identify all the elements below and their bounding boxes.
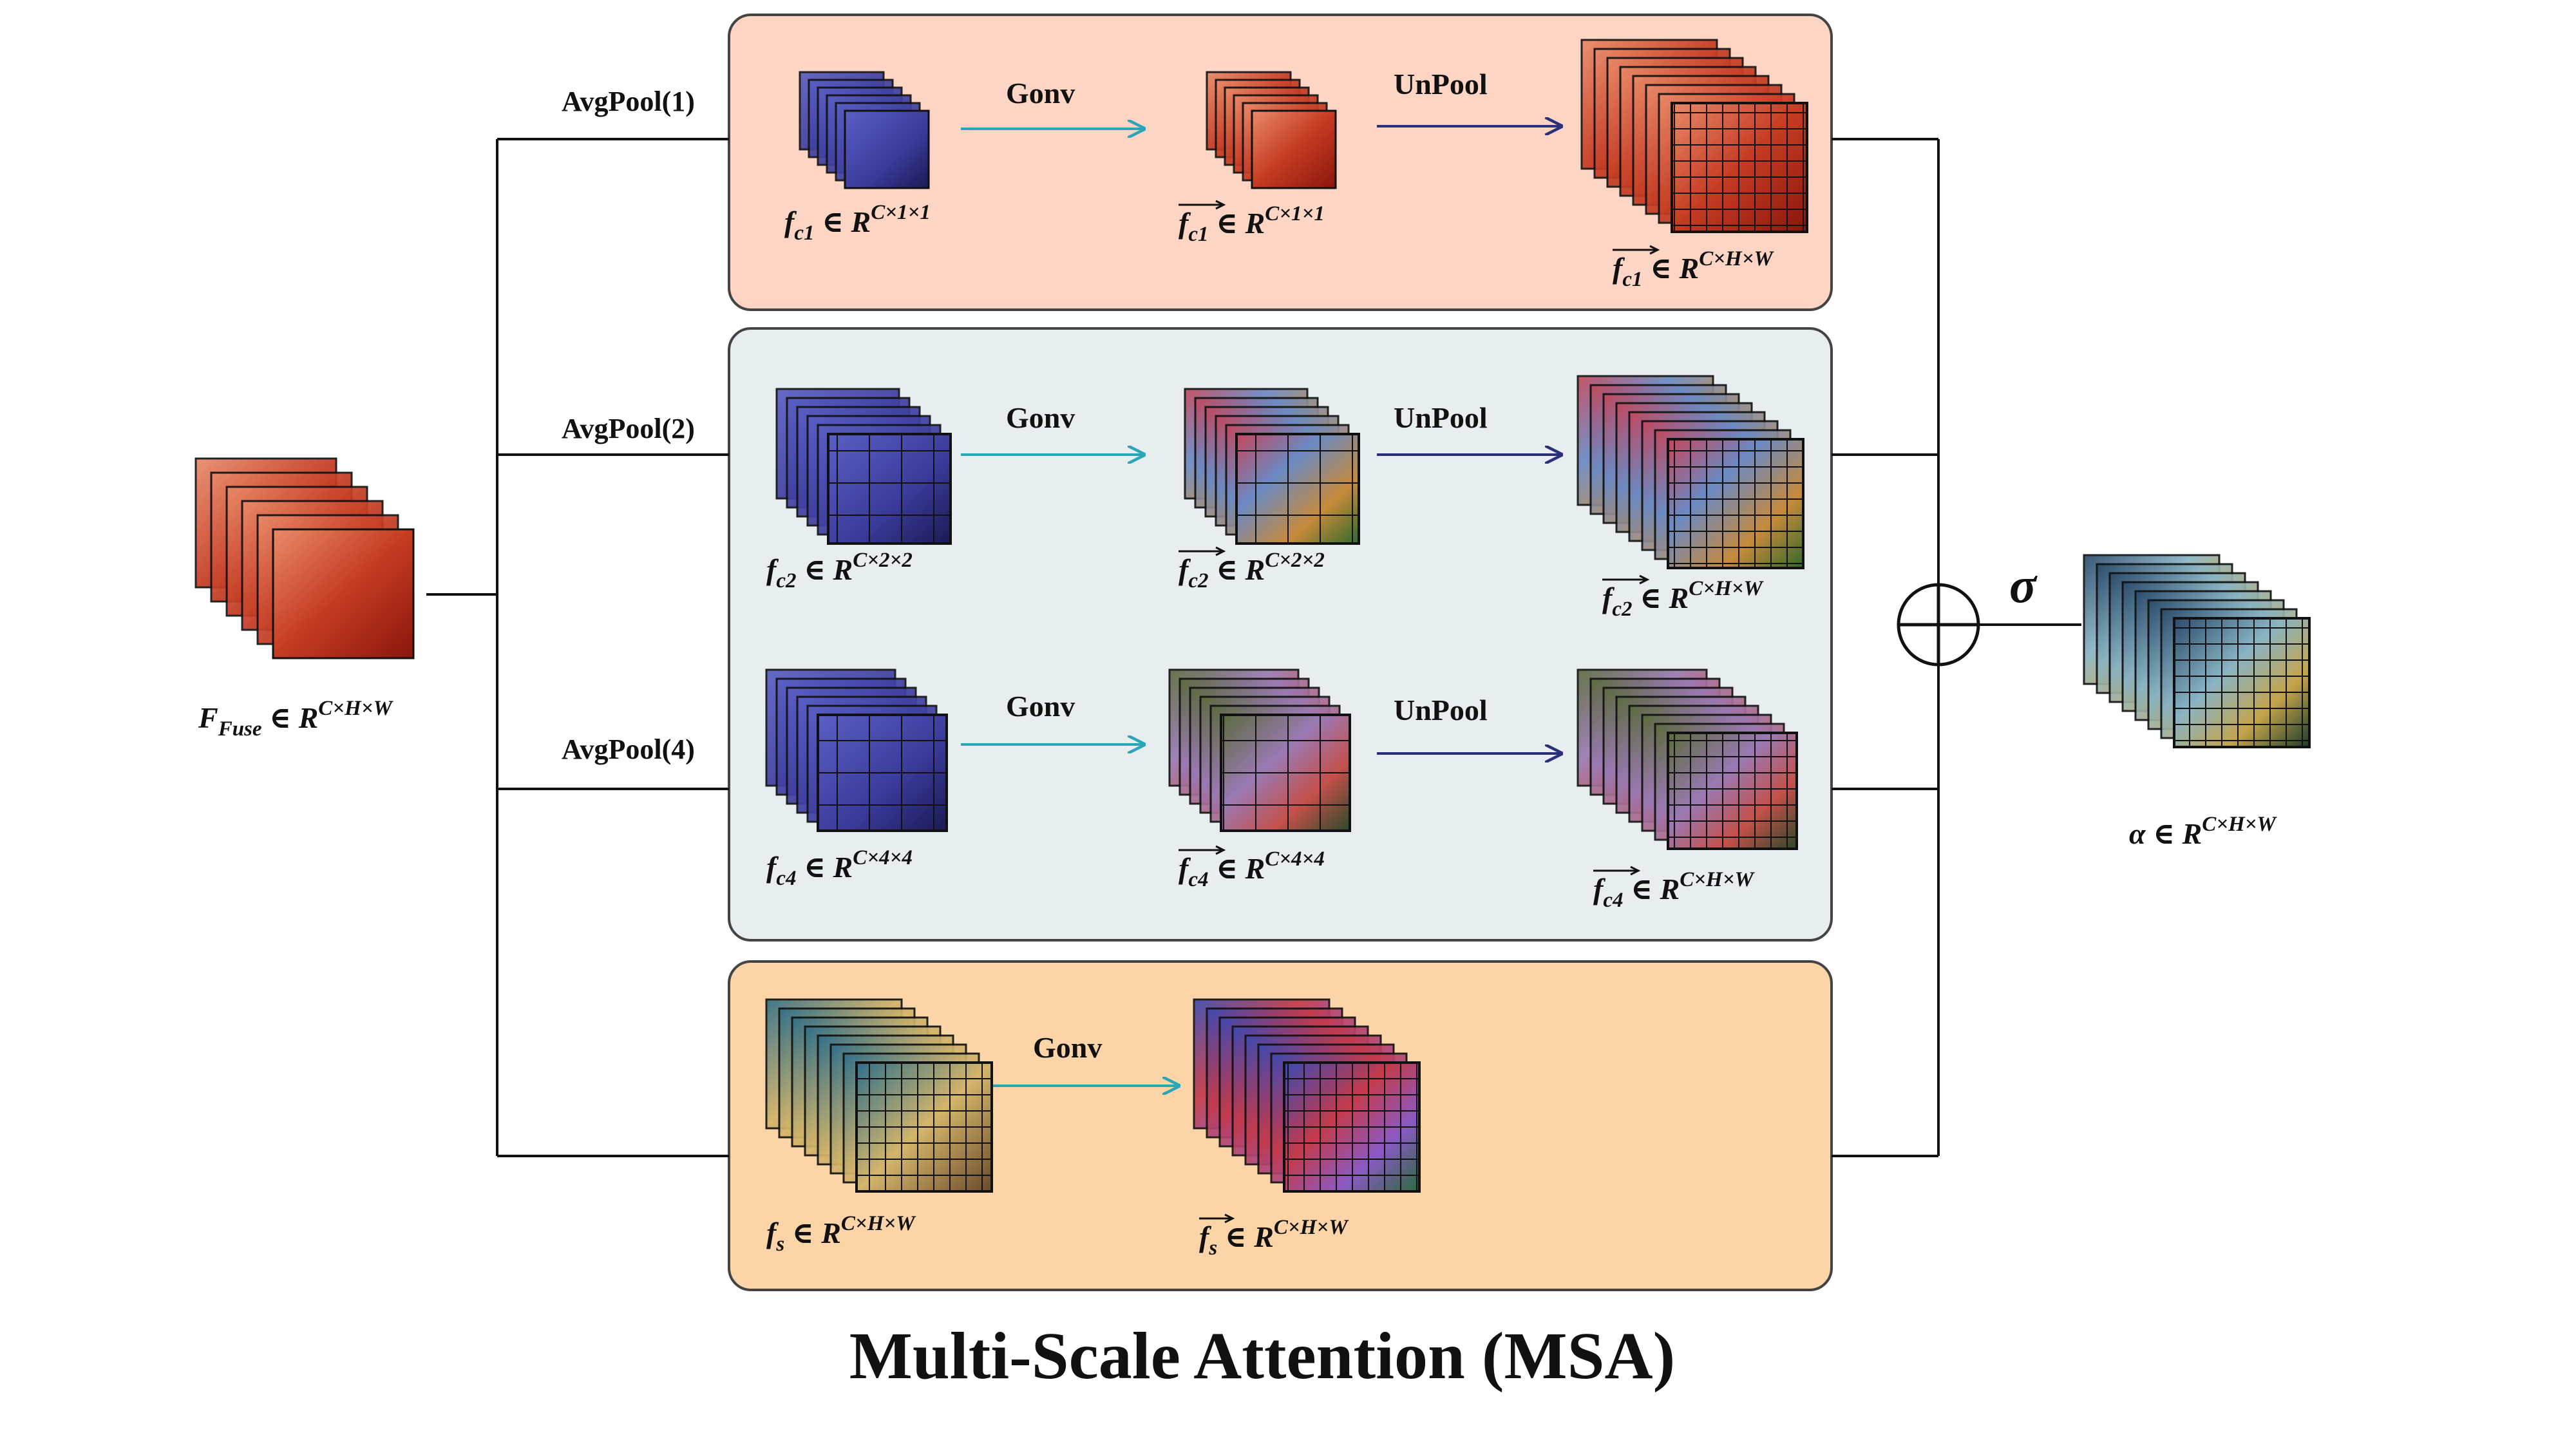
fs-mid-label: fs ∈ RC×H×W [1199, 1213, 1349, 1260]
output-label: α ∈ RC×H×W [2129, 813, 2277, 850]
unpool-label-1: UnPool [1394, 68, 1488, 100]
unpool-label-3: UnPool [1394, 694, 1488, 726]
fc4-out-label: fc4 ∈ RC×H×W [1593, 866, 1756, 912]
fc2-stack [775, 388, 952, 545]
fc1-label: fc1 ∈ RC×1×1 [784, 201, 931, 245]
svg-text:fs ∈ RC×H×W: fs ∈ RC×H×W [1199, 1216, 1349, 1260]
gonv-label-4: Gonv [1033, 1031, 1102, 1064]
unpool-label-2: UnPool [1394, 401, 1488, 434]
fc4-mid-stack [1168, 668, 1351, 832]
fc2-label: fc2 ∈ RC×2×2 [766, 549, 913, 592]
svg-text:fc4 ∈ RC×4×4: fc4 ∈ RC×4×4 [1179, 848, 1325, 891]
svg-text:fc4 ∈ RC×H×W: fc4 ∈ RC×H×W [1593, 868, 1756, 912]
diagram-title: Multi-Scale Attention (MSA) [849, 1319, 1675, 1393]
output-stack [2083, 554, 2311, 748]
svg-text:fc2 ∈ RC×H×W: fc2 ∈ RC×H×W [1602, 577, 1765, 621]
activation-symbol: σ [2009, 557, 2038, 613]
pool-label-3: AvgPool(4) [562, 734, 695, 765]
arrows [961, 126, 1561, 1086]
fc4-label: fc4 ∈ RC×4×4 [766, 846, 913, 890]
sum-node [1897, 583, 1980, 667]
svg-text:fc1 ∈ RC×H×W: fc1 ∈ RC×H×W [1613, 247, 1775, 291]
gonv-label-2: Gonv [1006, 401, 1075, 434]
svg-text:fc1 ∈ RC×1×1: fc1 ∈ RC×1×1 [1179, 202, 1325, 246]
fc4-out-stack [1577, 668, 1798, 850]
pool-label-2: AvgPool(2) [562, 413, 695, 444]
fs-stack [765, 998, 993, 1193]
svg-text:fc2 ∈ RC×2×2: fc2 ∈ RC×2×2 [1179, 549, 1325, 592]
fc1-stack [799, 71, 930, 189]
fc1-out-label: fc1 ∈ RC×H×W [1613, 245, 1775, 291]
gonv-label-1: Gonv [1006, 77, 1075, 109]
fc1-mid-stack [1206, 71, 1337, 189]
pool-label-1: AvgPool(1) [562, 86, 695, 117]
feature-stacks [194, 39, 2311, 1193]
fc1-mid-label: fc1 ∈ RC×1×1 [1179, 200, 1325, 246]
fc2-out-label: fc2 ∈ RC×H×W [1602, 574, 1765, 621]
fc1-out-stack [1580, 39, 1808, 233]
fc4-stack [765, 668, 948, 832]
fc2-out-stack [1577, 375, 1804, 569]
input-feature-stack [194, 457, 415, 659]
fs-mid-stack [1193, 998, 1421, 1193]
panel-branch-2-4 [728, 327, 1833, 942]
input-label: FFuse ∈ RC×H×W [198, 697, 394, 741]
connector-lines [426, 138, 2081, 1157]
fs-label: fs ∈ RC×H×W [766, 1212, 916, 1256]
fc2-mid-stack [1184, 388, 1360, 545]
fc2-mid-label: fc2 ∈ RC×2×2 [1179, 546, 1325, 592]
gonv-label-3: Gonv [1006, 690, 1075, 723]
fc4-mid-label: fc4 ∈ RC×4×4 [1179, 845, 1325, 891]
